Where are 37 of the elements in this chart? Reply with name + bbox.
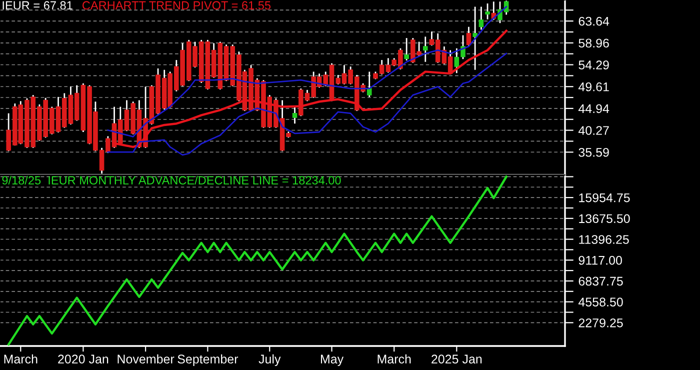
candlestick [422,36,428,63]
candlestick [466,26,472,46]
y-tick-label: 63.64 [578,16,610,26]
line-series [113,30,508,148]
chart-title: IEUR = 67.81 [2,1,72,10]
y-tick-label: 9117.00 [578,256,622,265]
candlestick [478,6,484,30]
line-series [107,52,508,156]
x-tick-label: May [320,354,344,366]
x-tick-label: 2025 Jan [432,354,482,364]
y-tick-label: 58.96 [578,38,609,48]
x-tick-label: November [118,354,174,364]
candlestick [454,48,460,74]
y-tick-label: 35.59 [578,148,609,157]
candlestick [460,34,466,60]
candlestick [485,2,490,20]
y-tick-label: 11396.25 [579,235,629,244]
x-tick-label: September [178,354,238,366]
y-tick-label: 2279.25 [578,318,623,328]
x-tick-label: 2020 Jan [58,354,108,364]
y-tick-label: 40.27 [578,126,609,135]
y-tick-label: 4558.50 [578,298,623,306]
y-tick-label: 44.94 [578,104,610,114]
y-tick-label: 49.61 [578,82,609,92]
y-tick-label: 13675.50 [579,214,630,224]
candlestick [472,6,478,71]
candlestick [404,37,409,62]
candlestick [292,106,298,124]
x-tick-label: July [258,354,281,366]
text: 9/18/25 IEUR MONTHLY ADVANCE/DECLINE LINE = 18234.00 [2,176,341,185]
y-tick-label: 54.29 [578,60,609,70]
y-tick-label: 15954.75 [579,193,630,202]
x-tick-label: March [4,354,38,364]
x-tick-label: March [378,354,411,364]
candlestick [366,71,372,98]
y-tick-label: 6837.75 [578,276,623,286]
text: CARHARTT TREND PIVOT = 61.55 [82,1,271,10]
